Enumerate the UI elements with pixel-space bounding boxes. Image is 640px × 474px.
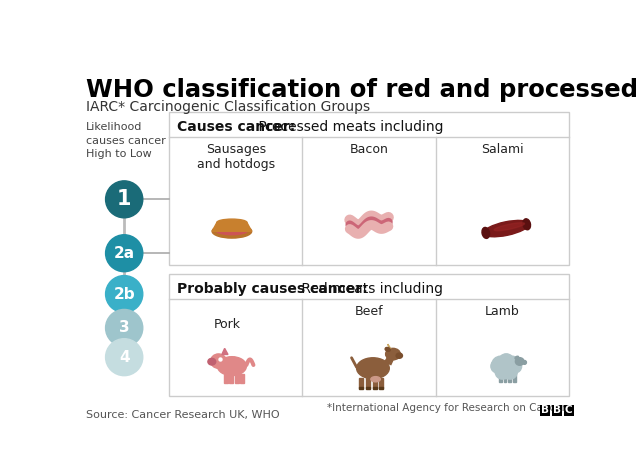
Ellipse shape [208,358,216,365]
Ellipse shape [216,225,248,235]
Bar [225,374,228,383]
Circle shape [106,310,143,346]
Bar [373,378,377,388]
Text: Causes cancer:: Causes cancer: [177,120,295,134]
Text: B: B [541,405,549,415]
Bar [359,378,364,388]
Bar [373,387,377,389]
Circle shape [503,365,517,379]
Text: Processed meats including: Processed meats including [254,120,444,134]
Ellipse shape [356,358,389,379]
Circle shape [106,339,143,376]
Bar [235,374,239,383]
Text: Lamb: Lamb [485,305,520,318]
Bar [513,374,516,382]
Ellipse shape [523,219,531,230]
Text: 3: 3 [119,320,129,336]
Bar [504,374,506,382]
Ellipse shape [212,225,252,238]
Ellipse shape [371,377,380,382]
Ellipse shape [515,358,524,365]
Bar [365,378,370,388]
Text: Probably causes cancer:: Probably causes cancer: [177,282,367,296]
Text: IARC* Carcinogenic Classification Groups: IARC* Carcinogenic Classification Groups [86,100,371,114]
Text: B: B [553,405,561,415]
Circle shape [106,235,143,272]
Bar [508,374,511,382]
Text: 4: 4 [119,350,129,365]
Bar [229,374,234,383]
Ellipse shape [515,356,518,359]
Text: C: C [565,405,572,415]
Circle shape [106,181,143,218]
Polygon shape [222,348,228,355]
Ellipse shape [396,353,403,358]
Bar [169,274,569,396]
Text: 2b: 2b [113,287,135,301]
Circle shape [495,356,518,379]
Polygon shape [388,344,391,349]
Bar [380,387,383,389]
Ellipse shape [218,357,246,375]
Text: WHO classification of red and processed meats: WHO classification of red and processed … [86,78,640,102]
Ellipse shape [385,348,401,360]
Circle shape [492,356,509,374]
Bar [540,405,550,416]
Bar [365,387,370,389]
Circle shape [491,360,504,373]
Text: Pork: Pork [214,318,241,331]
Ellipse shape [217,219,247,226]
Text: 1: 1 [117,189,131,210]
Ellipse shape [483,220,529,237]
Ellipse shape [482,228,490,238]
Text: Beef: Beef [355,305,383,318]
Bar [169,112,569,265]
Bar [552,405,562,416]
Text: Red meats including: Red meats including [297,282,443,296]
Ellipse shape [385,347,390,351]
Text: Source: Cancer Research UK, WHO: Source: Cancer Research UK, WHO [86,410,280,419]
Ellipse shape [494,223,525,231]
Ellipse shape [497,360,515,374]
Circle shape [504,356,521,374]
Text: Salami: Salami [481,143,524,156]
Ellipse shape [211,354,227,368]
Ellipse shape [523,361,527,365]
Circle shape [106,275,143,312]
Ellipse shape [216,228,248,231]
Polygon shape [385,356,394,365]
Polygon shape [212,222,252,231]
Bar [380,378,383,388]
Circle shape [499,354,514,369]
Bar [564,405,573,416]
Text: Sausages
and hotdogs: Sausages and hotdogs [196,143,275,171]
Bar [240,374,244,383]
Bar [499,374,502,382]
Text: Likelihood
causes cancer
High to Low: Likelihood causes cancer High to Low [86,122,166,159]
Text: *International Agency for Research on Cancer: *International Agency for Research on Ca… [327,403,566,413]
Text: Bacon: Bacon [349,143,388,156]
Circle shape [508,360,522,373]
Text: 2a: 2a [114,246,135,261]
Bar [359,387,364,389]
Circle shape [495,365,509,379]
